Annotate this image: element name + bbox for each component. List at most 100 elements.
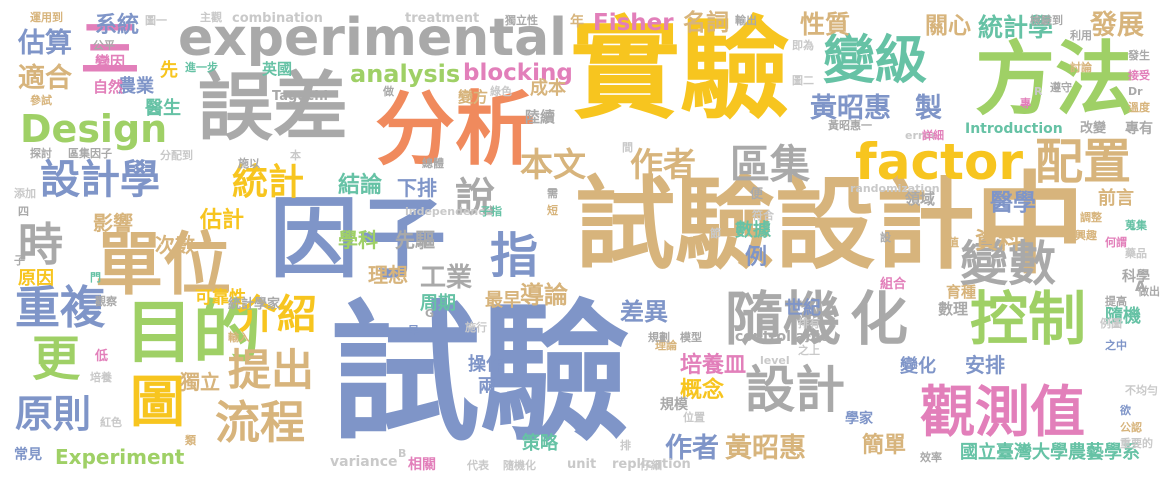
word: 常見 [14,447,42,463]
word: experimental [178,8,568,68]
word: 導論 [520,281,568,309]
word: 性質 [800,10,851,39]
word: 添加 [14,187,36,200]
word: 綠色 [490,85,512,98]
word: 值 [948,236,959,249]
word: 變因 [95,53,126,71]
word: 四 [18,205,29,218]
word: 變方 [458,88,489,106]
word: 領域 [905,190,936,208]
word: 之上 [798,344,820,357]
word: independence [405,205,493,218]
word: 接受 [1128,69,1150,82]
word: 討論 [1070,61,1092,74]
word: 培養皿 [680,353,747,378]
word: 發生 [1128,49,1150,62]
word: 設 [880,231,891,244]
word: 公認 [1120,421,1142,434]
word: replication [612,457,691,472]
word: 分為 [800,331,822,344]
word: 位置 [683,411,705,424]
word: 黃昭惠 [810,93,891,124]
word: Design [20,107,168,151]
word: controllable [735,329,830,345]
word: 短 [547,204,558,217]
word: 說 [455,175,495,221]
word: 輸入 [228,331,250,344]
word: 學科 [338,228,378,252]
word: 名詞 [683,10,729,36]
word: 中 [975,161,1085,289]
word: 醫生 [145,98,181,119]
word: 仔細 [640,459,662,472]
word: 世紀 [785,298,821,319]
word: 調整 [1080,211,1102,224]
word: 工業 [420,263,473,293]
word: 進一步 [185,61,218,74]
word: 專有 [1125,121,1153,137]
word: 策略 [522,433,558,454]
word: 作者 [630,145,696,184]
word: 相關 [408,457,436,473]
word: 設計學 [40,157,160,203]
word: 三 [80,15,140,85]
word: 之中 [1105,339,1127,352]
word: 國立臺灣大學農藝學系 [960,442,1140,463]
word: 蒐集 [1125,219,1147,232]
word: 運用到 [30,11,63,24]
word: 指 [490,228,539,284]
word: 介紹 [237,292,317,338]
word: 變化 [900,356,936,377]
word: 區集因子 [68,147,112,160]
word: 影響 [93,211,133,235]
word: 流程 [215,396,306,449]
word: 公平 [93,39,115,52]
word: 隨機 [1105,306,1141,327]
word: combination [232,11,323,26]
word: 主觀 [200,11,222,24]
word: 區集 [730,142,810,188]
word: 製 [915,93,942,124]
word: 低 [95,349,109,364]
word: 兩 [478,376,496,397]
word: randomization [850,182,940,195]
word: 子 [14,254,25,267]
word: 農業 [118,76,154,97]
word: 單位 [95,226,232,305]
word: 提出 [228,346,314,396]
word: 排 [620,439,631,452]
word: 利用 [1070,29,1092,42]
word: 化 [850,285,909,353]
word: B [398,447,407,460]
word: 資料 [975,228,1021,254]
word: 圖 [130,370,186,434]
word: 先 [160,60,178,81]
word: 代表 [467,459,489,472]
word: 觀察 [95,295,117,308]
word: 時 [18,218,64,271]
word: 組合 [880,277,907,292]
word: 溫度 [1128,101,1150,114]
word: 門 [90,271,101,284]
word: 最早 [485,290,521,311]
word: 自然 [93,78,124,96]
word: 做 [383,85,394,98]
word: 效率 [920,451,942,464]
word: 專 [1020,97,1031,110]
word: 施以 [238,157,260,170]
word: 配置 [1035,134,1132,190]
word: 規劃 [648,331,670,344]
word: unit [567,457,597,472]
word: factor [855,133,1024,191]
word: 節 [710,227,721,240]
word: 結論 [338,173,383,198]
word: 下排 [397,176,437,200]
word: 改變 [1080,121,1107,136]
word: 培養 [90,371,112,384]
word: 模型 [680,331,702,344]
word: 詳細 [922,129,944,142]
word: Taguchi [272,89,328,104]
word: 試驗設計 [575,166,975,283]
word: 觀測值 [920,380,1086,444]
